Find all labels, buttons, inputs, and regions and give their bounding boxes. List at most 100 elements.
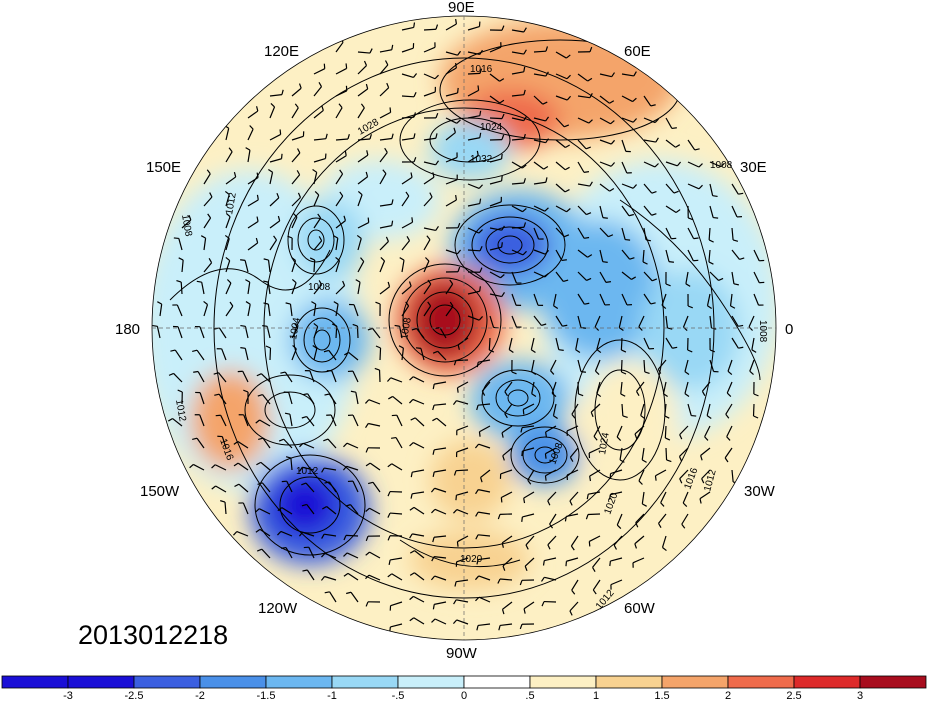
wind-barb [706,403,711,416]
wind-barb-flag [704,436,709,441]
wind-barb [533,249,546,255]
wind-barb [324,467,337,471]
wind-barb [247,304,251,317]
wind-barb-flag [753,393,759,397]
wind-barb [413,595,425,603]
wind-barb [423,227,436,232]
wind-barb [434,618,447,625]
wind-barb [423,239,431,251]
lon-label-150w: 150W [140,483,180,500]
wind-barb-flag [501,292,505,297]
wind-barb [640,403,645,416]
wind-barb [225,238,230,251]
wind-barb-flag [479,286,481,292]
wind-barb [368,399,381,405]
wind-barb [347,572,359,581]
wind-barb [372,328,381,339]
wind-barb [687,139,696,151]
wind-barb [684,359,689,372]
wind-barb-flag [676,161,682,167]
wind-barb-flag [318,236,323,242]
wind-barb [379,64,389,75]
wind-barb-flag [265,345,271,349]
wind-barb-flag [224,234,230,239]
wind-barb-flag [558,349,564,351]
wind-barb [369,551,381,559]
wind-barb-flag [479,110,482,116]
wind-barb-flag [544,207,549,212]
wind-barb-flag [661,304,667,310]
wind-barb [726,425,733,438]
wind-barb [731,227,734,241]
wind-barb-flag [545,431,547,438]
wind-barb [467,290,480,295]
wind-barb [434,508,447,515]
lon-label-30w: 30W [744,483,776,500]
wind-barb [434,469,447,473]
wind-barb-flag [311,301,317,305]
wind-barb [504,381,513,392]
wind-barb-flag [625,238,631,241]
wind-barb [423,196,433,207]
wind-barb [621,271,632,280]
wind-barb [708,227,711,241]
wind-barb-flag [523,66,526,72]
wind-barb [434,447,447,451]
wind-barb-flag [364,399,370,404]
wind-barb-flag [632,184,638,189]
wind-barb [423,73,436,80]
wind-barb-flag [523,222,527,228]
wind-barb [616,425,623,438]
wind-barb [269,133,281,141]
wind-barb-flag [427,279,432,285]
colorbar-swatch [265,675,333,689]
wind-barb [577,117,590,124]
wind-barb-flag [391,220,394,226]
wind-barb-flag [382,169,387,174]
wind-barb [350,591,359,603]
wind-barb [412,469,425,473]
wind-barb [445,305,454,317]
wind-barb-flag [523,608,526,614]
wind-barb-flag [531,393,537,397]
wind-barb-flag [410,417,416,421]
wind-barb [569,447,579,458]
wind-barb [511,71,524,75]
wind-barb [500,469,513,475]
wind-barb [478,489,491,493]
wind-barb-flag [587,77,593,82]
wind-barb-flag [270,103,275,108]
wind-barb-flag [541,323,547,327]
wind-barb [699,491,711,500]
wind-barb [262,394,271,405]
wind-barb-flag [720,162,725,168]
wind-barb [523,491,535,499]
wind-barb-flag [685,283,691,287]
wind-barb [302,531,315,537]
colorbar-swatch [727,675,795,689]
wind-barb [489,293,502,298]
wind-barb-flag [701,478,705,484]
wind-barb-flag [391,436,397,439]
wind-barb-flag [453,360,457,366]
wind-barb-flag [584,236,590,239]
wind-barb [577,271,587,281]
wind-barb [522,513,535,518]
wind-barb-flag [550,370,555,375]
wind-barb [467,115,480,119]
wind-barb [313,284,323,295]
wind-barb-flag [675,209,681,213]
wind-barb-flag [409,595,414,601]
wind-barb-flag [435,225,439,231]
wind-barb-flag [475,596,480,602]
wind-barb-flag [338,103,343,109]
wind-barb [269,197,280,207]
wind-barb-flag [571,413,576,419]
wind-barb [269,172,274,185]
wind-barb-flag [687,305,693,309]
wind-barb [352,370,359,383]
wind-barb-flag [618,327,624,332]
wind-barb [511,226,525,229]
colorbar-tick-label: 3 [857,690,863,702]
wind-barb [445,51,458,56]
